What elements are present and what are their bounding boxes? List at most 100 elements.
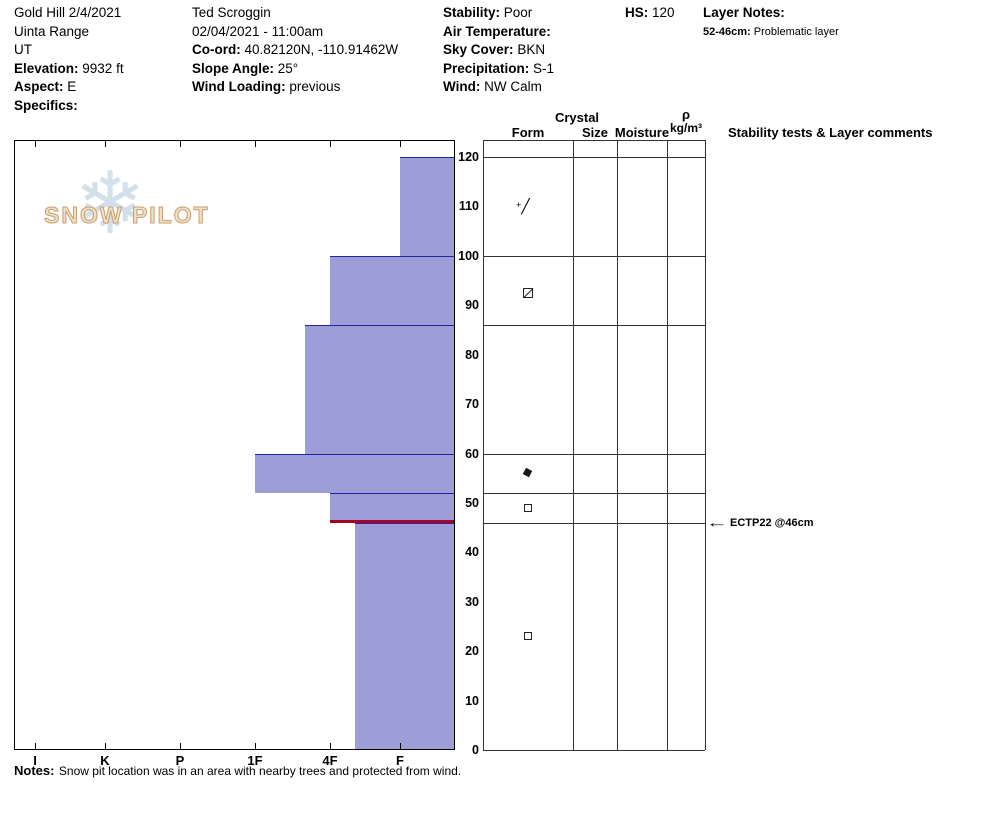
coord-row: Co-ord: 40.82120N, -110.91462W (192, 41, 398, 60)
air-temp-label: Air Temperature: (443, 23, 551, 39)
layer-notes-label: Layer Notes: (703, 5, 785, 20)
column-grid-line (617, 140, 618, 750)
layer-boundary-line (483, 157, 705, 158)
specifics-row: Specifics: (14, 97, 124, 116)
column-grid-line (667, 140, 668, 750)
hardness-tick-bottom (35, 743, 36, 749)
hs-label: HS: (625, 5, 649, 20)
site-state: UT (14, 42, 32, 57)
air-temp-row: Air Temperature: (443, 23, 554, 42)
snowpilot-logo-text: SNOW PILOT (44, 202, 210, 229)
observer-name: Ted Scroggin (192, 5, 271, 20)
snowpilot-logo: ❄ SNOW PILOT (40, 154, 230, 278)
height-axis-label: 0 (472, 743, 479, 757)
slash-grain-glyph: ╱ (521, 198, 530, 215)
hardness-tick-bottom (255, 743, 256, 749)
site-range: Uinta Range (14, 23, 90, 39)
wind-loading-label: Wind Loading: (192, 79, 286, 94)
height-axis-label: 20 (465, 644, 479, 659)
hardness-tick-bottom (180, 743, 181, 749)
observation-datetime: 02/04/2021 - 11:00am (192, 23, 324, 39)
height-axis-label: 10 (465, 693, 479, 708)
hs-row: HS: 120 (625, 4, 675, 23)
header-conditions-block: Stability: Poor Air Temperature: Sky Cov… (443, 4, 554, 97)
column-grid-line (705, 140, 706, 750)
elevation-row: Elevation: 9932 ft (14, 60, 124, 79)
wind-loading-row: Wind Loading: previous (192, 78, 398, 97)
hardness-tick-top (35, 141, 36, 147)
hardness-tick-top (255, 141, 256, 147)
hardness-tick-top (330, 141, 331, 147)
sky-cover-row: Sky Cover: BKN (443, 41, 554, 60)
layer-boundary-line (483, 750, 705, 751)
hardness-axis-label: K (100, 753, 110, 768)
hardness-axis-label: P (175, 753, 185, 768)
pit-notes-label: Notes: (14, 763, 55, 778)
layer-boundary-line (483, 325, 705, 326)
hs-value: 120 (652, 5, 675, 20)
sky-cover-label: Sky Cover: (443, 42, 514, 57)
form-column-header: Form (511, 125, 545, 140)
layer-note-row: 52-46cm: Problematic layer (703, 25, 839, 40)
header-observer-block: Ted Scroggin 02/04/2021 - 11:00am Co-ord… (192, 4, 398, 97)
site-name: Gold Hill 2/4/2021 (14, 5, 122, 20)
sky-cover-value: BKN (517, 42, 546, 57)
wind-row: Wind: NW Calm (443, 78, 554, 97)
hardness-tick-bottom (400, 743, 401, 749)
layer-boundary-line (483, 453, 705, 455)
hardness-tick-bottom (330, 743, 331, 749)
header-hs-block: HS: 120 (625, 4, 675, 23)
height-axis-label: 110 (458, 199, 479, 214)
hardness-axis-label: 4F (322, 753, 338, 768)
table-top-line (483, 140, 705, 141)
hardness-tick-top (105, 141, 106, 147)
height-axis-label: 40 (465, 545, 479, 560)
snow-layer-bar (255, 453, 455, 493)
new-snow-decomposing-grain-symbol: +╱ (516, 198, 530, 213)
height-axis-label: 80 (465, 347, 479, 362)
height-axis-label: 120 (458, 150, 479, 164)
comments-column-header: Stability tests & Layer comments (728, 125, 933, 140)
density-units-header: kg/m³ (669, 121, 703, 135)
stability-row: Stability: Poor (443, 4, 554, 23)
specifics-label: Specifics: (14, 97, 78, 113)
hardness-axis-label: F (396, 753, 404, 768)
precipitation-row: Precipitation: S-1 (443, 60, 554, 79)
hardness-axis-label: 1F (247, 753, 263, 768)
size-column-header: Size (581, 125, 609, 140)
height-axis-label: 30 (465, 594, 479, 609)
moisture-column-header: Moisture (614, 125, 670, 140)
coord-value: 40.82120N, -110.91462W (244, 42, 399, 57)
dark-grain-grain-symbol (522, 468, 533, 478)
height-axis-label: 50 (465, 495, 479, 510)
stability-label: Stability: (443, 5, 501, 20)
density-column-header: ρ (681, 107, 691, 122)
height-axis-label: 100 (458, 248, 479, 263)
precipitation-value: S-1 (533, 60, 555, 76)
precipitation-label: Precipitation: (443, 60, 530, 76)
wind-loading-value: previous (289, 79, 341, 94)
snow-layer-bar (355, 522, 455, 750)
grain-diagonal-line (523, 288, 533, 298)
column-grid-line (573, 140, 574, 750)
slope-angle-value: 25° (277, 60, 299, 76)
header-location-block: Gold Hill 2/4/2021 Uinta Range UT Elevat… (14, 4, 124, 115)
height-axis-label: 70 (465, 397, 479, 412)
stability-value: Poor (503, 5, 533, 20)
pit-notes-text: Snow pit location was in an area with ne… (58, 764, 462, 778)
slope-angle-row: Slope Angle: 25° (192, 60, 398, 79)
crystal-column-header: Crystal (554, 110, 600, 125)
elevation-label: Elevation: (14, 60, 79, 76)
hardness-tick-bottom (105, 743, 106, 749)
snow-layer-bar (330, 493, 455, 523)
stability-test-label: ECTP22 @46cm (730, 516, 814, 529)
profile-plot-border (14, 140, 455, 750)
layer-note-text: Problematic layer (753, 25, 839, 38)
layer-boundary-line (483, 522, 705, 524)
column-grid-line (483, 140, 484, 750)
plus-grain-glyph: + (516, 200, 522, 211)
stability-test-annotation: ← ECTP22 @46cm (706, 515, 814, 531)
left-arrow-icon: ← (706, 515, 729, 531)
aspect-value: E (67, 79, 77, 94)
